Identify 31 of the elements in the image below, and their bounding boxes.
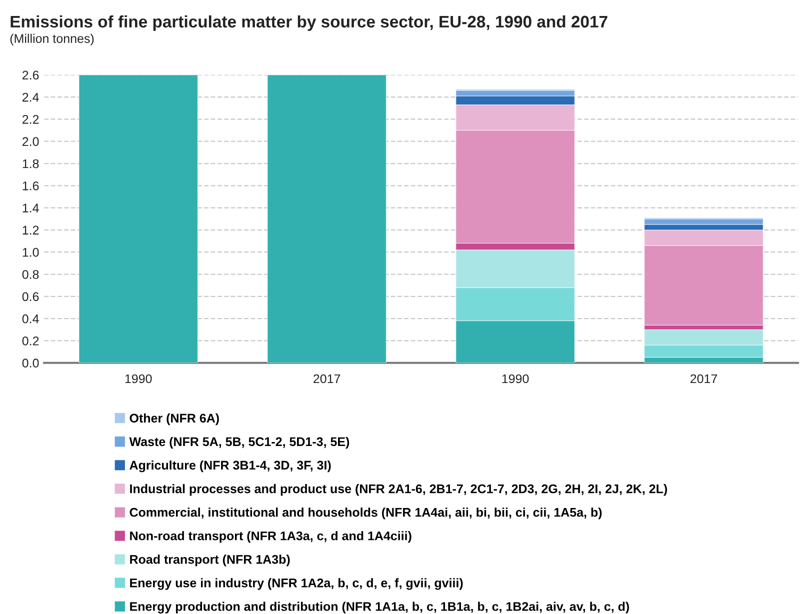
y-tick-label: 0.0 [22,358,39,368]
legend-label: Non-road transport (NFR 1A3a, c, d and 1A4ciii) [130,531,412,543]
legend-label: Road transport (NFR 1A3b) [130,554,290,566]
x-tick-label: 2017 [690,374,718,384]
legend-label: Commercial, institutional and households (NFR 1A4ai, aii, bi, bii, ci, cii, 1A5a, b) [130,508,602,520]
y-tick-label: 2.4 [22,92,39,102]
chart-title: Emissions of fine particulate matter by source sector, EU-28, 1990 and 2017 [10,15,608,31]
legend-label: Waste (NFR 5A, 5B, 5C1-2, 5D1-3, 5E) [129,436,350,449]
legend-label: Other (NFR 6A) [130,413,219,426]
y-tick-label: 0.8 [22,270,39,279]
y-tick-label: 2.0 [22,137,39,146]
y-tick-label: 0.4 [22,314,39,324]
bar [267,74,386,363]
y-tick-label: 1.8 [22,159,39,168]
y-tick-label: 2.2 [22,115,39,124]
legend-label: Agriculture (NFR 3B1-4, 3D, 3F, 3I) [130,460,331,472]
y-tick-label: 1.6 [22,181,39,190]
legend-label: Energy use in industry (NFR 1A2a, b, c, d, e, f, gvii, gviii) [130,578,463,590]
y-tick-label: 0.6 [22,292,39,302]
y-tick-label: 1.4 [22,204,39,212]
x-tick-label: 2017 [314,374,340,384]
legend-label: Industrial processes and product use (NFR 2A1-6, 2B1-7, 2C1-7, 2D3, 2G, 2H, 2I, 2J, 2K, 2L) [130,484,668,496]
x-tick-label: 1990 [125,374,152,384]
chart-subtitle: (Million tonnes) [10,34,94,46]
legend-label: Energy production and distribution (NFR 1A1a, b, c, 1B1a, b, c, 1B2ai, aiv, av, b, c, d) [130,602,629,614]
y-tick-label: 1.2 [22,226,39,234]
x-tick-label: 1990 [502,374,529,384]
bar [78,74,198,363]
y-tick-label: 2.6 [22,70,39,80]
y-tick-label: 1.0 [22,248,39,257]
y-tick-label: 0.2 [22,336,39,346]
